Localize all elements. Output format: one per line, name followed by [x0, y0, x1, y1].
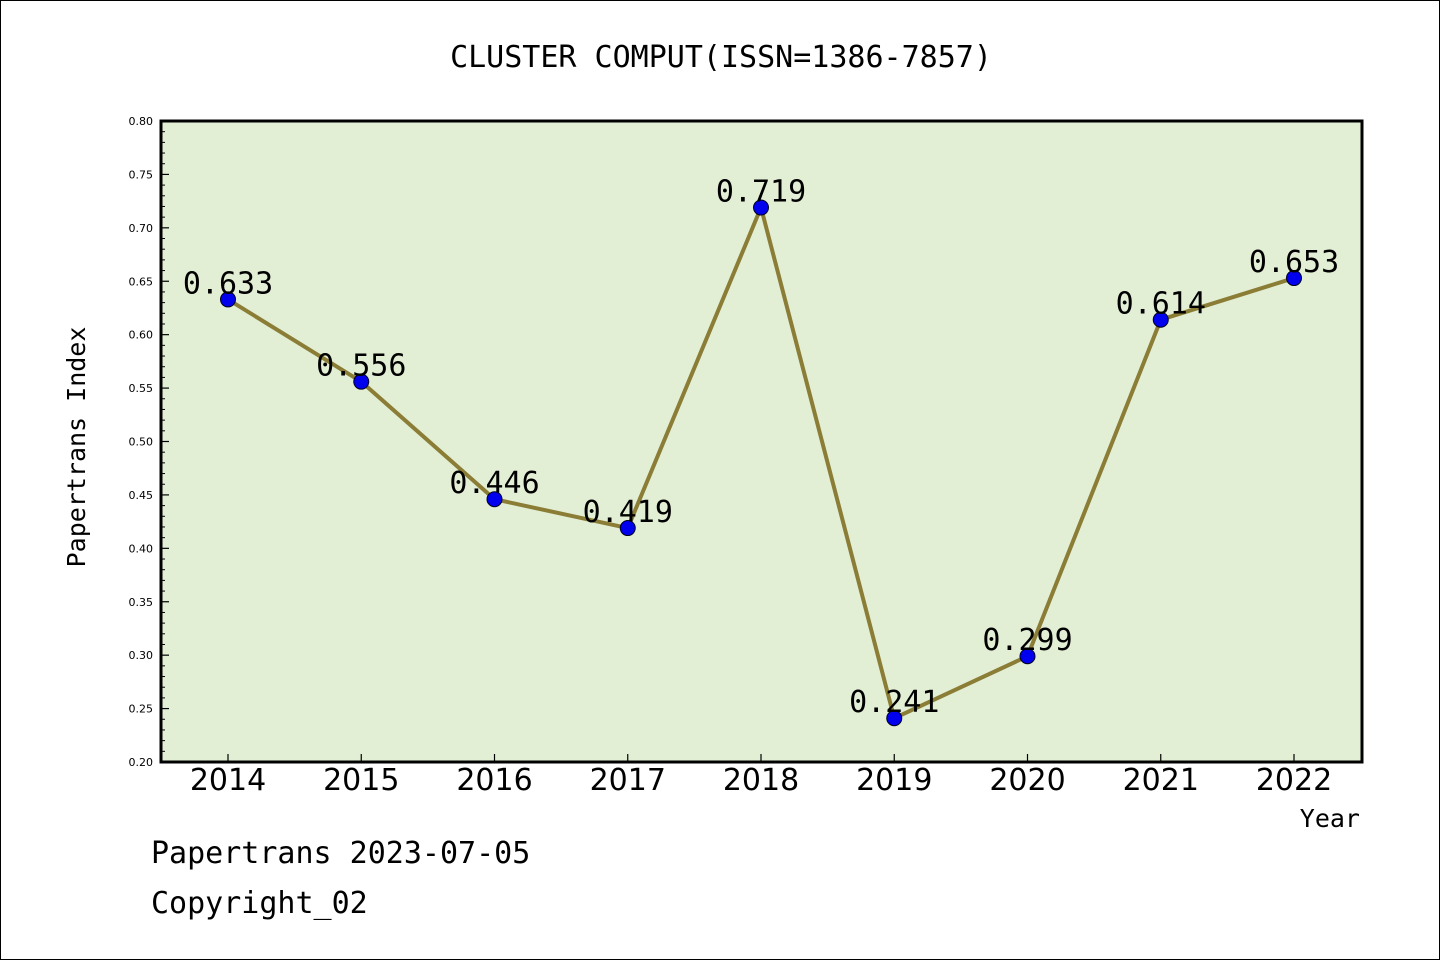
- data-point: [1152, 311, 1169, 328]
- data-label: 0.719: [716, 175, 806, 210]
- data-point: [220, 291, 236, 308]
- footer-copyright-text: Copyright_02: [151, 886, 368, 921]
- x-tick-label: 2019: [856, 763, 932, 798]
- series-group: [220, 199, 1302, 727]
- y-tick-label: 0.70: [129, 222, 154, 235]
- plot-area: [159, 119, 1364, 764]
- x-tick-label: 2022: [1256, 763, 1332, 798]
- data-point: [1286, 270, 1302, 287]
- data-label: 0.419: [583, 495, 673, 530]
- y-tick-label: 0.20: [129, 756, 154, 769]
- data-point: [886, 710, 903, 727]
- footer-date-text: Papertrans 2023-07-05: [151, 836, 531, 871]
- data-label: 0.556: [316, 349, 406, 384]
- y-axis: 0.20 0.25 0.30 0.35 0.40 0.45 0.50 0.55 0.60 0.65…: [129, 115, 169, 769]
- x-axis-label: Year: [1300, 804, 1360, 833]
- y-tick-label: 0.80: [129, 115, 154, 128]
- chart-title: CLUSTER COMPUT(ISSN=1386-7857): [450, 40, 992, 75]
- data-label: 0.241: [849, 685, 939, 720]
- x-tick-label: 2014: [190, 763, 266, 798]
- y-axis-label: Papertrans Index: [62, 327, 91, 568]
- y-tick-label: 0.55: [129, 382, 154, 395]
- y-tick-label: 0.35: [129, 596, 154, 609]
- x-axis: 2014 2015 2016 2017 2018 2019 2020 2021 2022: [190, 754, 1332, 798]
- y-tick-label: 0.40: [129, 542, 154, 555]
- x-tick-label: 2016: [456, 763, 532, 798]
- x-tick-label: 2020: [989, 763, 1065, 798]
- data-point: [353, 373, 370, 390]
- data-label: 0.446: [449, 466, 539, 501]
- y-tick-label: 0.65: [129, 275, 154, 288]
- data-point: [753, 199, 769, 216]
- x-tick-label: 2021: [1123, 763, 1199, 798]
- y-tick-label: 0.25: [129, 703, 154, 716]
- data-point: [1019, 648, 1036, 665]
- data-label: 0.614: [1116, 287, 1206, 322]
- x-tick-label: 2015: [323, 763, 399, 798]
- data-label: 0.633: [183, 266, 273, 301]
- data-point: [486, 491, 503, 508]
- data-label: 0.653: [1249, 245, 1339, 280]
- x-tick-label: 2017: [590, 763, 666, 798]
- y-tick-label: 0.60: [129, 329, 154, 342]
- y-tick-label: 0.30: [129, 649, 154, 662]
- data-labels: 0.633 0.556 0.446 0.419 0.719 0.241 0.299 0.614…: [183, 175, 1339, 721]
- x-tick-label: 2018: [723, 763, 799, 798]
- y-tick-label: 0.75: [129, 168, 154, 181]
- data-point: [619, 520, 636, 537]
- y-tick-label: 0.45: [129, 489, 154, 502]
- data-label: 0.299: [982, 623, 1072, 658]
- y-tick-label: 0.50: [129, 436, 154, 449]
